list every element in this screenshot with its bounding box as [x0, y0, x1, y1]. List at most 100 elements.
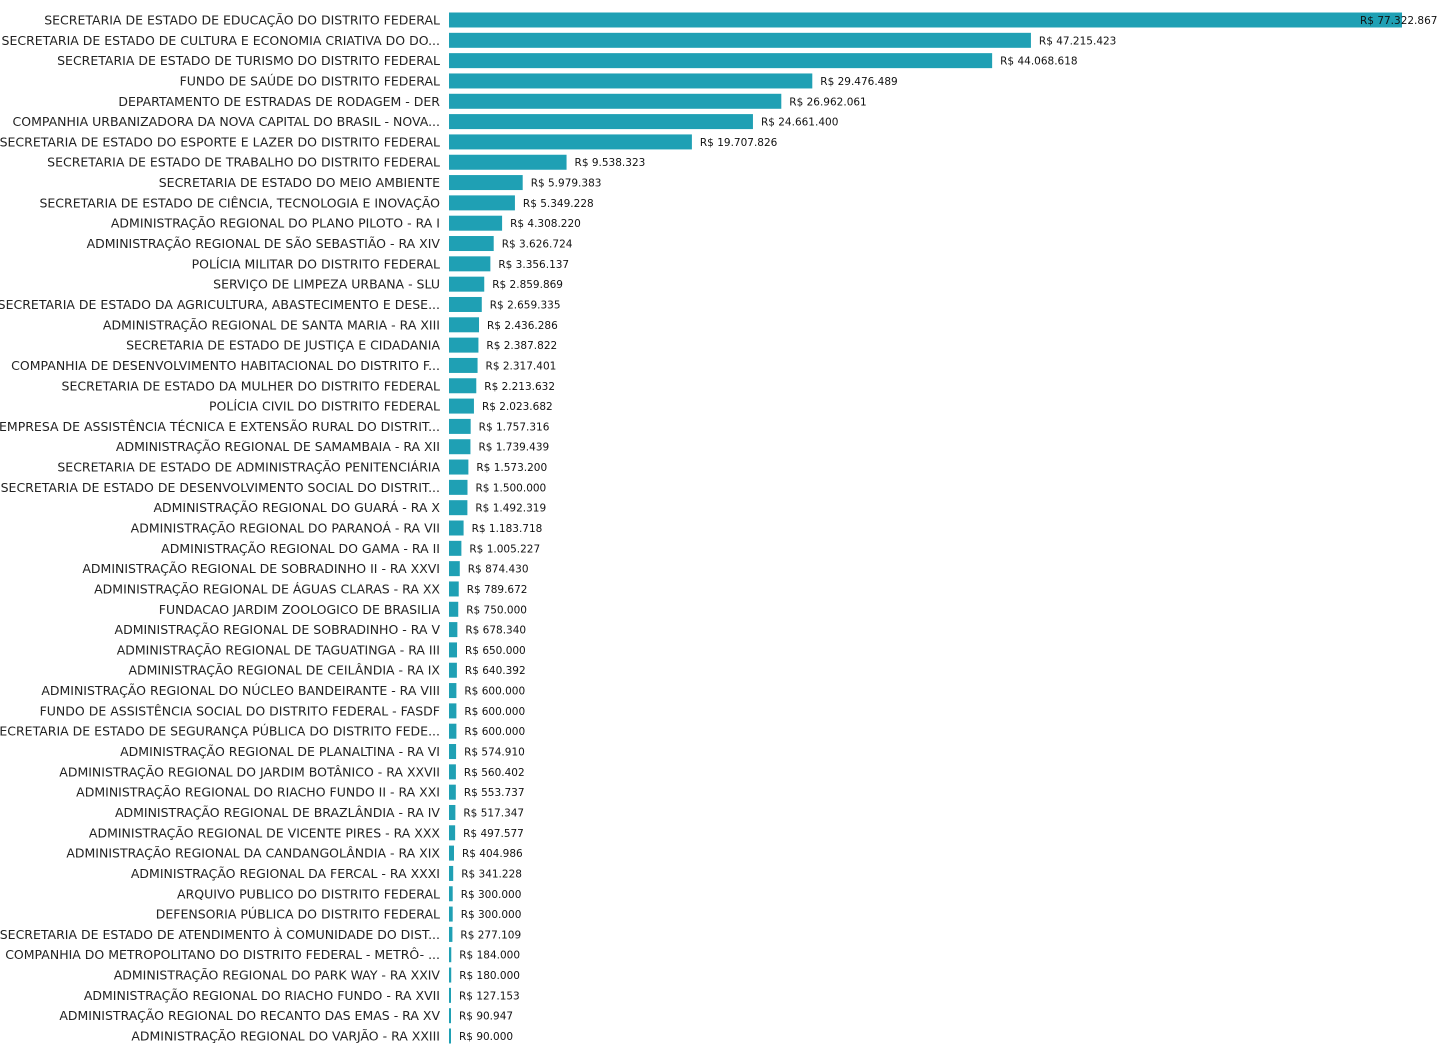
bar[interactable] [449, 764, 456, 780]
value-label: R$ 3.626.724 [502, 239, 573, 251]
bar[interactable] [449, 581, 459, 597]
bar[interactable] [449, 723, 457, 739]
value-label: R$ 300.000 [461, 909, 522, 921]
bar[interactable] [449, 662, 457, 678]
bar[interactable] [449, 93, 782, 109]
bar[interactable] [449, 175, 523, 191]
value-label: R$ 678.340 [465, 625, 526, 637]
value-label: R$ 517.347 [463, 807, 524, 819]
value-label: R$ 90.000 [459, 1031, 513, 1043]
bar[interactable] [449, 886, 453, 902]
bar[interactable] [449, 683, 457, 699]
bar[interactable] [449, 398, 474, 414]
value-label: R$ 600.000 [464, 706, 525, 718]
bar[interactable] [449, 520, 464, 536]
category-label: ADMINISTRAÇÃO REGIONAL DO GAMA - RA II [161, 541, 440, 556]
bar[interactable] [449, 154, 567, 170]
bar[interactable] [449, 195, 515, 211]
bar[interactable] [449, 744, 457, 760]
value-label: R$ 277.109 [460, 929, 521, 941]
value-label: R$ 180.000 [459, 970, 520, 982]
bar[interactable] [449, 134, 692, 150]
value-label: R$ 341.228 [461, 868, 522, 880]
value-label: R$ 497.577 [463, 828, 524, 840]
value-label: R$ 1.757.316 [479, 421, 550, 433]
bar[interactable] [449, 114, 753, 130]
category-label: SECRETARIA DE ESTADO DA MULHER DO DISTRI… [62, 378, 441, 393]
bar[interactable] [449, 561, 460, 577]
bar[interactable] [449, 622, 458, 638]
bar[interactable] [449, 1008, 451, 1024]
category-label: POLÍCIA MILITAR DO DISTRITO FEDERAL [192, 256, 440, 271]
bar[interactable] [449, 378, 477, 394]
bar[interactable] [449, 1028, 451, 1044]
bar[interactable] [449, 987, 451, 1003]
bar[interactable] [449, 601, 459, 617]
bar[interactable] [449, 642, 458, 658]
bar[interactable] [449, 317, 480, 333]
value-label: R$ 2.213.632 [484, 381, 555, 393]
bar[interactable] [449, 53, 993, 69]
bar[interactable] [449, 804, 456, 820]
bar[interactable] [449, 236, 494, 252]
category-label: ADMINISTRAÇÃO REGIONAL DE SOBRADINHO II … [82, 561, 440, 576]
bar[interactable] [449, 479, 468, 495]
category-label: FUNDO DE SAÚDE DO DISTRITO FEDERAL [180, 73, 440, 88]
value-label: R$ 77.322.867 [1360, 15, 1437, 27]
value-label: R$ 9.538.323 [575, 157, 646, 169]
bar[interactable] [449, 500, 468, 516]
category-label: ADMINISTRAÇÃO REGIONAL DA FERCAL - RA XX… [131, 866, 440, 881]
category-label: SECRETARIA DE ESTADO DO ESPORTE E LAZER … [0, 134, 440, 149]
category-label: ADMINISTRAÇÃO REGIONAL DE SAMAMBAIA - RA… [116, 439, 440, 454]
value-label: R$ 29.476.489 [820, 76, 897, 88]
bar[interactable] [449, 296, 482, 312]
category-label: ADMINISTRAÇÃO REGIONAL DO PARK WAY - RA … [114, 968, 441, 983]
value-label: R$ 2.859.869 [492, 279, 563, 291]
bar[interactable] [449, 276, 485, 292]
bar[interactable] [449, 73, 813, 89]
bar[interactable] [449, 439, 471, 455]
bar[interactable] [449, 418, 471, 434]
bar[interactable] [449, 784, 456, 800]
category-label: COMPANHIA DO METROPOLITANO DO DISTRITO F… [5, 947, 440, 962]
bar[interactable] [449, 540, 462, 556]
bar[interactable] [449, 357, 478, 373]
bar[interactable] [449, 865, 454, 881]
value-label: R$ 1.500.000 [475, 482, 546, 494]
category-label: SECRETARIA DE ESTADO DE TRABALHO DO DIST… [47, 155, 440, 170]
category-label: ADMINISTRAÇÃO REGIONAL DO RIACHO FUNDO I… [76, 785, 440, 800]
bar[interactable] [449, 906, 453, 922]
category-label: ADMINISTRAÇÃO REGIONAL DE VICENTE PIRES … [89, 825, 441, 840]
value-label: R$ 90.947 [459, 1011, 513, 1023]
bar[interactable] [449, 12, 1402, 28]
category-label: ADMINISTRAÇÃO REGIONAL DO RECANTO DAS EM… [59, 1008, 440, 1023]
bar[interactable] [449, 459, 469, 475]
value-label: R$ 127.153 [459, 990, 520, 1002]
bar[interactable] [449, 947, 452, 963]
value-label: R$ 2.387.822 [486, 340, 557, 352]
bar[interactable] [449, 256, 491, 272]
bar[interactable] [449, 845, 454, 861]
category-label: POLÍCIA CIVIL DO DISTRITO FEDERAL [209, 399, 440, 414]
value-label: R$ 5.349.228 [523, 198, 594, 210]
bar[interactable] [449, 825, 456, 841]
bar[interactable] [449, 337, 479, 353]
category-label: SECRETARIA DE ESTADO DE ATENDIMENTO À CO… [0, 927, 440, 942]
value-label: R$ 874.430 [468, 564, 529, 576]
value-label: R$ 2.023.682 [482, 401, 553, 413]
category-label: COMPANHIA URBANIZADORA DA NOVA CAPITAL D… [13, 114, 440, 129]
value-label: R$ 19.707.826 [700, 137, 778, 149]
bar[interactable] [449, 926, 453, 942]
value-label: R$ 26.962.061 [789, 96, 866, 108]
category-label: SECRETARIA DE ESTADO DA AGRICULTURA, ABA… [0, 297, 440, 312]
category-label: SECRETARIA DE ESTADO DE DESENVOLVIMENTO … [1, 480, 440, 495]
bar[interactable] [449, 215, 503, 231]
category-label: ADMINISTRAÇÃO REGIONAL DO RIACHO FUNDO -… [84, 988, 440, 1003]
value-label: R$ 553.737 [464, 787, 525, 799]
value-label: R$ 600.000 [464, 726, 525, 738]
category-label: SECRETARIA DE ESTADO DE EDUCAÇÃO DO DIST… [44, 13, 440, 28]
category-label: ADMINISTRAÇÃO REGIONAL DE SOBRADINHO - R… [115, 622, 441, 637]
bar[interactable] [449, 32, 1031, 48]
bar[interactable] [449, 967, 452, 983]
bar[interactable] [449, 703, 457, 719]
